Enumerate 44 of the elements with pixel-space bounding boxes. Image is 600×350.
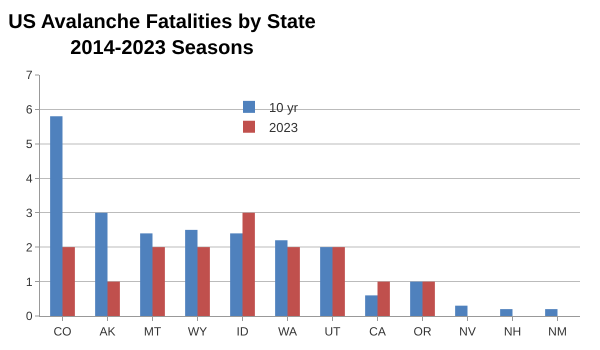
bar [422, 282, 435, 316]
x-tick-label: UT [324, 324, 342, 338]
bar [140, 233, 152, 316]
x-tick-label: NH [504, 324, 522, 338]
bar [50, 116, 62, 316]
bar [185, 230, 198, 316]
x-tick-label: CO [54, 324, 72, 338]
bar [500, 309, 512, 316]
bar [275, 240, 288, 316]
y-tick-label: 1 [26, 274, 33, 289]
bar [62, 247, 75, 316]
x-tick-label: OR [414, 324, 432, 338]
x-tick-label: WY [188, 324, 208, 338]
bar [95, 212, 108, 316]
legend-label: 2023 [269, 120, 298, 135]
bar [365, 295, 378, 316]
bar [320, 247, 332, 316]
y-tick-label: 7 [26, 68, 33, 82]
bar [198, 247, 210, 316]
x-tick-label: ID [236, 324, 249, 338]
bar [455, 306, 468, 316]
bar [242, 212, 255, 316]
x-tick-label: NM [548, 324, 567, 338]
y-tick-label: 4 [26, 171, 33, 186]
chart-title: US Avalanche Fatalities by State 2014-2023 Seasons [8, 11, 316, 59]
bar [332, 247, 345, 316]
bar [288, 247, 300, 316]
bar [378, 282, 390, 316]
bar [545, 309, 558, 316]
bar [230, 233, 242, 316]
x-tick-label: NV [459, 324, 476, 338]
legend-label: 10 yr [269, 100, 299, 115]
y-tick-label: 2 [26, 240, 33, 254]
x-tick-label: AK [99, 324, 116, 338]
bar [410, 282, 422, 316]
x-tick-label: CA [369, 324, 386, 338]
y-tick-label: 0 [26, 309, 33, 324]
x-tick-label: WA [278, 324, 297, 338]
y-tick-label: 3 [26, 206, 33, 220]
x-tick-label: MT [144, 324, 162, 338]
bar [152, 247, 165, 316]
y-tick-label: 6 [26, 102, 33, 117]
bar [108, 282, 120, 316]
y-tick-label: 5 [26, 137, 33, 152]
